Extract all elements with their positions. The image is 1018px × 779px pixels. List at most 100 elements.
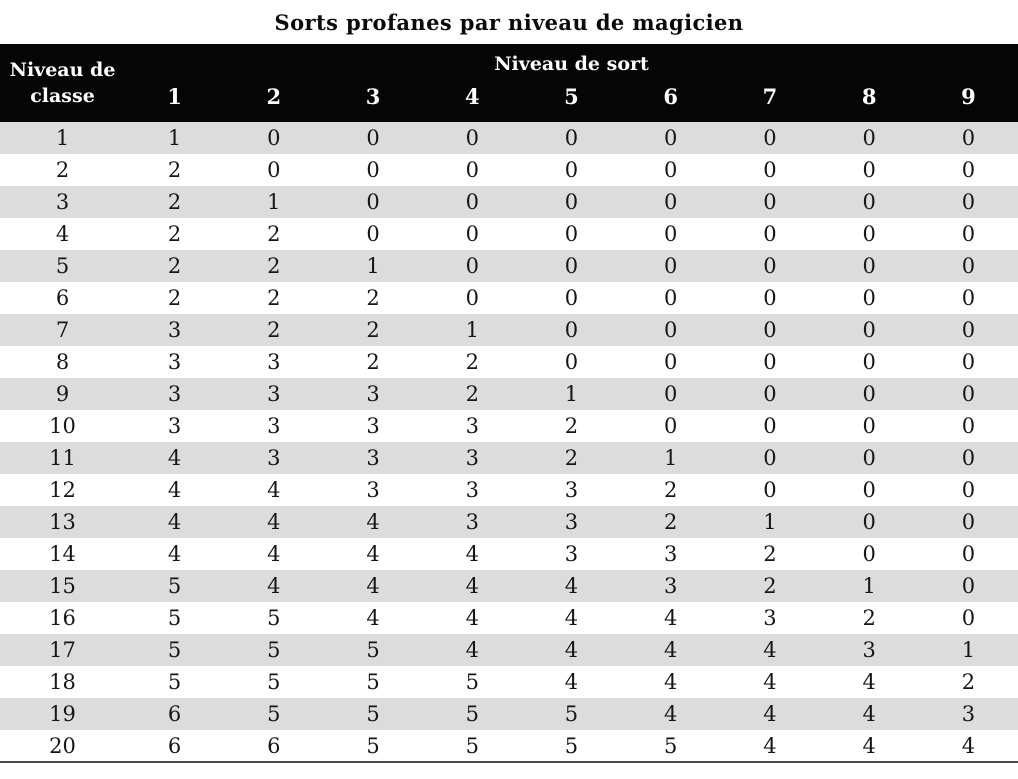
spell-slot-cell: 4 bbox=[465, 542, 479, 566]
spell-slot-cell: 2 bbox=[167, 254, 182, 278]
spell-slot-cell: 0 bbox=[564, 222, 579, 246]
spell-slot-cell: 3 bbox=[564, 510, 579, 534]
spell-slot-cell: 5 bbox=[267, 702, 281, 726]
spell-slot-cell: 4 bbox=[564, 638, 579, 662]
spell-slot-cell: 5 bbox=[167, 638, 182, 662]
spell-slot-cell: 0 bbox=[267, 126, 281, 150]
spell-slot-cell: 3 bbox=[564, 542, 579, 566]
spell-slot-cell: 0 bbox=[366, 126, 380, 150]
spell-slot-cell: 0 bbox=[862, 254, 876, 278]
spell-level-column-header: 8 bbox=[819, 84, 919, 122]
class-level-cell: 19 bbox=[49, 702, 76, 726]
class-level-cell: 13 bbox=[49, 510, 76, 534]
spell-slot-cell: 0 bbox=[763, 414, 777, 438]
class-level-cell: 1 bbox=[55, 126, 70, 150]
spell-slot-cell: 0 bbox=[961, 542, 976, 566]
spell-slot-cell: 0 bbox=[763, 126, 777, 150]
spell-slot-cell: 5 bbox=[366, 702, 380, 726]
spell-slot-cell: 5 bbox=[465, 670, 479, 694]
table-row: 12 4 4 3 3 3 2 0 0 0 bbox=[0, 474, 1018, 506]
spell-slot-cell: 2 bbox=[366, 286, 380, 310]
spell-slot-cell: 4 bbox=[366, 542, 380, 566]
spell-level-column-header: 7 bbox=[720, 84, 820, 122]
spell-slot-cell: 3 bbox=[366, 478, 380, 502]
spell-slot-cell: 4 bbox=[167, 446, 182, 470]
spell-slot-cell: 0 bbox=[763, 318, 777, 342]
spell-slot-cell: 3 bbox=[961, 702, 976, 726]
spell-slot-cell: 0 bbox=[862, 126, 876, 150]
spell-slot-cell: 4 bbox=[664, 638, 678, 662]
spell-slot-cell: 4 bbox=[167, 478, 182, 502]
spell-slot-cell: 2 bbox=[763, 574, 777, 598]
spell-slot-cell: 4 bbox=[267, 542, 281, 566]
spell-slot-cell: 5 bbox=[664, 733, 678, 758]
spell-slot-cell: 2 bbox=[267, 222, 281, 246]
spell-slot-cell: 1 bbox=[564, 382, 579, 406]
table-row: 8 3 3 2 2 0 0 0 0 0 bbox=[0, 346, 1018, 378]
spell-slot-cell: 6 bbox=[167, 702, 182, 726]
spell-slot-cell: 3 bbox=[465, 510, 479, 534]
spell-slot-cell: 0 bbox=[961, 606, 976, 630]
table-row: 1 1 0 0 0 0 0 0 0 0 bbox=[0, 122, 1018, 154]
spell-slot-cell: 3 bbox=[465, 446, 479, 470]
spell-slot-cell: 0 bbox=[465, 190, 479, 214]
class-level-cell: 14 bbox=[49, 542, 76, 566]
spell-slot-cell: 0 bbox=[961, 318, 976, 342]
spell-slot-cell: 0 bbox=[961, 254, 976, 278]
spell-slot-cell: 4 bbox=[961, 733, 976, 758]
spell-slot-cell: 0 bbox=[366, 222, 380, 246]
class-level-cell: 17 bbox=[49, 638, 76, 662]
spell-level-column-header: 5 bbox=[521, 84, 622, 122]
spell-slot-cell: 0 bbox=[465, 126, 479, 150]
spell-slot-cell: 0 bbox=[862, 510, 876, 534]
spell-slot-cell: 0 bbox=[763, 350, 777, 374]
spell-slot-cell: 0 bbox=[862, 446, 876, 470]
spell-slot-cell: 3 bbox=[465, 478, 479, 502]
spell-slot-cell: 1 bbox=[862, 574, 876, 598]
spell-level-column-header: 3 bbox=[323, 84, 423, 122]
spell-slot-cell: 0 bbox=[862, 190, 876, 214]
spell-slot-cell: 0 bbox=[664, 382, 678, 406]
class-level-cell: 7 bbox=[55, 318, 70, 342]
spell-slot-cell: 5 bbox=[267, 670, 281, 694]
spell-slot-cell: 0 bbox=[862, 318, 876, 342]
table-row: 17 5 5 5 4 4 4 4 3 1 bbox=[0, 634, 1018, 666]
spell-slot-cell: 0 bbox=[961, 510, 976, 534]
spell-slot-cell: 0 bbox=[664, 158, 678, 182]
table-row: 10 3 3 3 3 2 0 0 0 0 bbox=[0, 410, 1018, 442]
spell-slot-cell: 1 bbox=[664, 446, 678, 470]
spell-slot-cell: 2 bbox=[564, 414, 579, 438]
spell-slot-cell: 0 bbox=[465, 222, 479, 246]
table-row: 3 2 1 0 0 0 0 0 0 0 bbox=[0, 186, 1018, 218]
spell-slot-cell: 0 bbox=[961, 350, 976, 374]
spell-slot-cell: 4 bbox=[167, 510, 182, 534]
spell-slot-cell: 4 bbox=[267, 574, 281, 598]
spell-slot-cell: 6 bbox=[267, 733, 281, 758]
spell-slot-cell: 0 bbox=[961, 222, 976, 246]
spell-slot-cell: 1 bbox=[167, 126, 182, 150]
spell-slot-cell: 5 bbox=[366, 670, 380, 694]
spell-slot-cell: 2 bbox=[167, 286, 182, 310]
spell-slot-cell: 5 bbox=[267, 638, 281, 662]
spell-slot-cell: 1 bbox=[366, 254, 380, 278]
table-row: 14 4 4 4 4 3 3 2 0 0 bbox=[0, 538, 1018, 570]
spell-slot-cell: 5 bbox=[465, 733, 479, 758]
class-level-cell: 18 bbox=[49, 670, 76, 694]
spell-slot-cell: 3 bbox=[664, 542, 678, 566]
spell-slot-cell: 0 bbox=[961, 190, 976, 214]
spell-slot-cell: 4 bbox=[267, 478, 281, 502]
spell-slot-cell: 4 bbox=[664, 670, 678, 694]
spell-level-column-header: 4 bbox=[422, 84, 522, 122]
spell-slot-cell: 0 bbox=[862, 350, 876, 374]
class-level-cell: 20 bbox=[49, 733, 76, 758]
spell-slot-cell: 3 bbox=[167, 350, 182, 374]
class-level-cell: 2 bbox=[55, 158, 70, 182]
spell-slot-cell: 2 bbox=[267, 254, 281, 278]
spell-slot-cell: 2 bbox=[366, 350, 380, 374]
spell-slot-cell: 0 bbox=[564, 254, 579, 278]
spell-slot-cell: 5 bbox=[465, 702, 479, 726]
spell-slot-cell: 0 bbox=[664, 286, 678, 310]
